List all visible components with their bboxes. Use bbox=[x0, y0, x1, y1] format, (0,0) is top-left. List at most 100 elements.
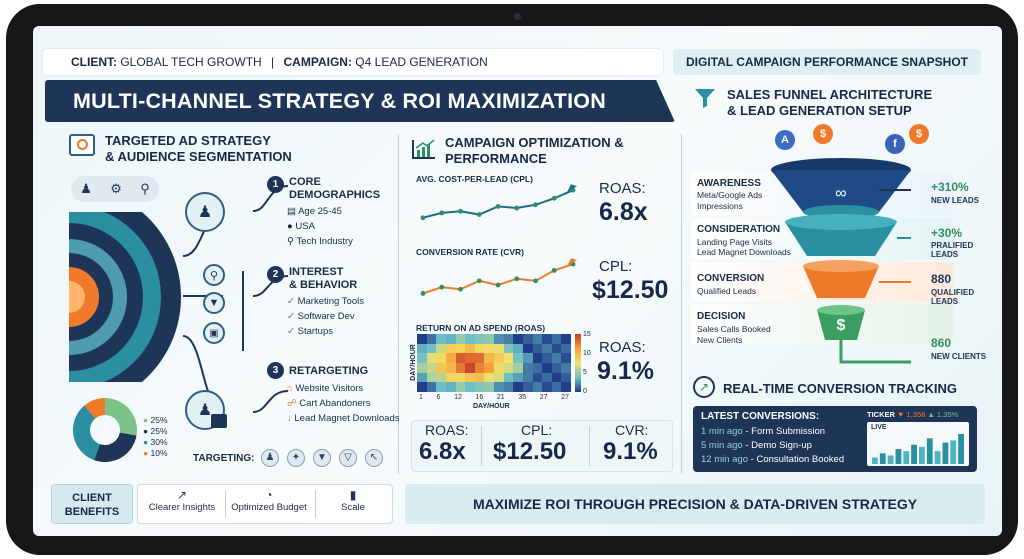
donut-legend-item: ● 25% bbox=[143, 426, 168, 436]
data-point bbox=[514, 276, 520, 282]
bottom-divider bbox=[481, 426, 482, 466]
stage-awareness-line: Impressions bbox=[697, 201, 743, 211]
data-point bbox=[439, 210, 445, 216]
consideration-gain-label: LEADS bbox=[931, 250, 959, 259]
section-1-item: ● USA bbox=[287, 221, 315, 232]
stage-decision-line: Sales Calls Booked bbox=[697, 324, 771, 334]
client-value: GLOBAL TECH GROWTH bbox=[120, 55, 262, 69]
section-2-number: 2 bbox=[267, 266, 284, 283]
data-point bbox=[476, 212, 482, 217]
section-3-item: ☍ Cart Abandoners bbox=[287, 398, 371, 409]
heatmap-cell bbox=[484, 343, 494, 354]
heatmap-cell bbox=[484, 372, 494, 383]
donut-legend-item: ● 25% bbox=[143, 415, 168, 425]
section-2-title-line1: INTEREST bbox=[289, 266, 344, 278]
heatmap-cell bbox=[455, 334, 466, 344]
network-target-icon[interactable]: ✦ bbox=[287, 449, 305, 467]
cursor-target-icon[interactable]: ↖ bbox=[365, 449, 383, 467]
heatmap-cell bbox=[426, 382, 437, 392]
heatmap-cell bbox=[465, 382, 475, 392]
heatmap-cell bbox=[474, 363, 485, 373]
live-bar bbox=[895, 449, 902, 464]
benefit-divider bbox=[315, 490, 316, 518]
lock-icon bbox=[211, 414, 227, 428]
heatmap-cell bbox=[561, 382, 571, 392]
heatmap-cell bbox=[551, 372, 562, 383]
stage-consideration-line: Landing Page Visits bbox=[697, 237, 772, 247]
bottom-metric-cpl-label: CPL: bbox=[521, 422, 553, 438]
benefits-strip bbox=[137, 484, 393, 524]
data-point bbox=[476, 278, 482, 284]
cpl-line-chart bbox=[420, 184, 577, 221]
decision-gain: 860 bbox=[931, 336, 952, 350]
tracking-title: REAL-TIME CONVERSION TRACKING bbox=[723, 381, 957, 396]
donut-legend-item: ● 30% bbox=[143, 437, 168, 447]
heat-xtick: 1 bbox=[419, 394, 423, 401]
heatmap-cell bbox=[513, 363, 523, 373]
section-1-number: 1 bbox=[267, 176, 284, 193]
insights-icon: ↗ bbox=[176, 488, 188, 502]
heatmap-cell bbox=[503, 382, 514, 392]
heatmap-cell bbox=[436, 343, 446, 354]
donut-slice bbox=[105, 398, 137, 436]
heatmap-scale-labels: 15 10 5 0 bbox=[583, 331, 591, 395]
bar-chart-icon: ▮ bbox=[349, 488, 357, 502]
heatmap-cell bbox=[426, 353, 437, 363]
section-3-item: ⌂ Website Visitors bbox=[287, 383, 364, 394]
campaign-label: CAMPAIGN: bbox=[283, 55, 352, 69]
heat-xtick: 21 bbox=[496, 394, 505, 401]
client-benefits-line1: CLIENT bbox=[72, 492, 112, 504]
conversion-gain: 880 bbox=[931, 272, 952, 286]
live-bar bbox=[872, 457, 878, 464]
trend-arrow bbox=[567, 184, 577, 193]
section-1-title-line1: CORE bbox=[289, 176, 321, 188]
decision-gain-label: NEW CLIENTS bbox=[931, 352, 987, 361]
side-metric-roas-value: 6.8x bbox=[599, 198, 648, 226]
conversion-item: 1 min ago - Form Submission bbox=[701, 426, 826, 437]
heatmap-cell bbox=[445, 343, 456, 354]
heatmap-cell bbox=[561, 353, 571, 363]
filter-target-icon[interactable]: ▽ bbox=[339, 449, 357, 467]
dashboard-screen: CLIENT: GLOBAL TECH GROWTH | CAMPAIGN: Q… bbox=[33, 26, 1002, 536]
heatmap-cell bbox=[455, 353, 466, 363]
consideration-gain: +30% bbox=[931, 226, 963, 240]
heatmap-cell bbox=[445, 353, 456, 363]
heatmap-ylabel: DAY/HOUR bbox=[409, 344, 417, 381]
heatmap-cell bbox=[551, 353, 562, 363]
stage-consideration-title: CONSIDERATION bbox=[697, 224, 781, 235]
stage-awareness-title: AWARENESS bbox=[697, 178, 761, 189]
bottom-metric-roas-value: 6.8x bbox=[419, 438, 466, 465]
heatmap-cell bbox=[445, 372, 456, 383]
trend-chart-icon bbox=[411, 138, 437, 160]
heatmap-cell bbox=[494, 363, 504, 373]
section-2-title-line2: & BEHAVIOR bbox=[289, 279, 358, 291]
section-1-item: ▤ Age 25-45 bbox=[287, 206, 342, 217]
heatmap-cell bbox=[513, 343, 523, 354]
heatmap-cell bbox=[503, 363, 514, 373]
heatmap-cell bbox=[503, 343, 514, 354]
live-bar bbox=[919, 446, 925, 464]
bottom-metric-cvr-label: CVR: bbox=[615, 422, 649, 438]
user-target-icon[interactable]: ♟ bbox=[261, 449, 279, 467]
funnel-title-line1: SALES FUNNEL ARCHITECTURE bbox=[727, 87, 933, 102]
funnel-target-icon[interactable]: ▼ bbox=[313, 449, 331, 467]
heatmap-cell bbox=[561, 372, 571, 383]
heatmap-cell bbox=[532, 363, 543, 373]
svg-text:$: $ bbox=[837, 317, 846, 334]
roas-chart-title: RETURN ON AD SPEND (ROAS) bbox=[416, 323, 546, 333]
heatmap-cell bbox=[532, 343, 543, 354]
stage-decision-title: DECISION bbox=[697, 311, 746, 322]
camera-dot bbox=[514, 13, 521, 20]
heatmap-cell bbox=[551, 343, 562, 354]
middle-title-line1: CAMPAIGN OPTIMIZATION & bbox=[445, 135, 624, 150]
heatmap-cell bbox=[445, 334, 456, 344]
live-bar bbox=[887, 455, 894, 464]
scale-tick: 15 bbox=[583, 331, 591, 338]
conversion-gain-label: LEADS bbox=[931, 297, 959, 306]
heatmap-cell bbox=[532, 382, 543, 392]
side-metric-roas-label: ROAS: bbox=[599, 180, 646, 197]
search-node-icon: ⚲ bbox=[203, 264, 225, 286]
heatmap-cell bbox=[484, 334, 494, 344]
heatmap-cell bbox=[542, 363, 552, 373]
cvr-chart-title: CONVERSION RATE (CVR) bbox=[416, 247, 524, 257]
